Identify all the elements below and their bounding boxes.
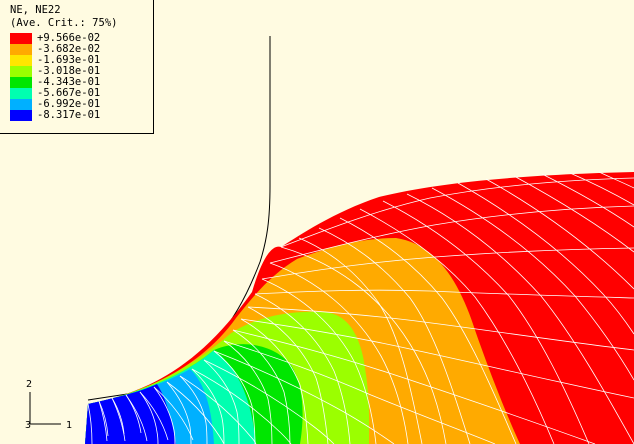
legend-swatch-light-blue — [10, 99, 32, 110]
legend-entry: +9.566e-02 — [10, 33, 153, 44]
legend-subtitle: (Ave. Crit.: 75%) — [10, 17, 118, 29]
legend-entry: -3.018e-01 — [10, 66, 153, 77]
legend-swatch-cyan — [10, 88, 32, 99]
legend-swatch-orange — [10, 44, 32, 55]
legend-label: -6.992e-01 — [37, 98, 101, 110]
legend-entry: -4.343e-01 — [10, 77, 153, 88]
legend-label: -5.667e-01 — [37, 87, 101, 99]
coordinate-triad: 2 1 3 — [19, 376, 79, 436]
legend-label: +9.566e-02 — [37, 32, 101, 44]
legend-swatch-yellow-green — [10, 66, 32, 77]
triad-axes-icon — [29, 392, 61, 425]
contour-legend: NE, NE22 (Ave. Crit.: 75%) +9.566e-02 -3… — [0, 0, 154, 134]
legend-label: -1.693e-01 — [37, 54, 101, 66]
legend-entry: -3.682e-02 — [10, 44, 153, 55]
legend-label: -3.682e-02 — [37, 43, 101, 55]
legend-title: NE, NE22 — [10, 4, 61, 16]
axis-2-label: 2 — [26, 379, 33, 390]
legend-scale: +9.566e-02 -3.682e-02 -1.693e-01 -3.018e… — [10, 33, 153, 121]
legend-entry: -6.992e-01 — [10, 99, 153, 110]
legend-entry: -1.693e-01 — [10, 55, 153, 66]
legend-label: -3.018e-01 — [37, 65, 101, 77]
legend-entry: -5.667e-01 — [10, 88, 153, 99]
mesh-grid — [87, 171, 634, 444]
legend-swatch-blue — [10, 110, 32, 121]
legend-swatch-red — [10, 33, 32, 44]
axis-3-label: 3 — [25, 420, 32, 431]
legend-label: -4.343e-01 — [37, 76, 101, 88]
legend-label: -8.317e-01 — [37, 109, 101, 121]
legend-swatch-yellow — [10, 55, 32, 66]
region-blue — [85, 384, 176, 444]
axis-1-label: 1 — [66, 420, 73, 431]
legend-entry: -8.317e-01 — [10, 110, 153, 121]
legend-swatch-green — [10, 77, 32, 88]
